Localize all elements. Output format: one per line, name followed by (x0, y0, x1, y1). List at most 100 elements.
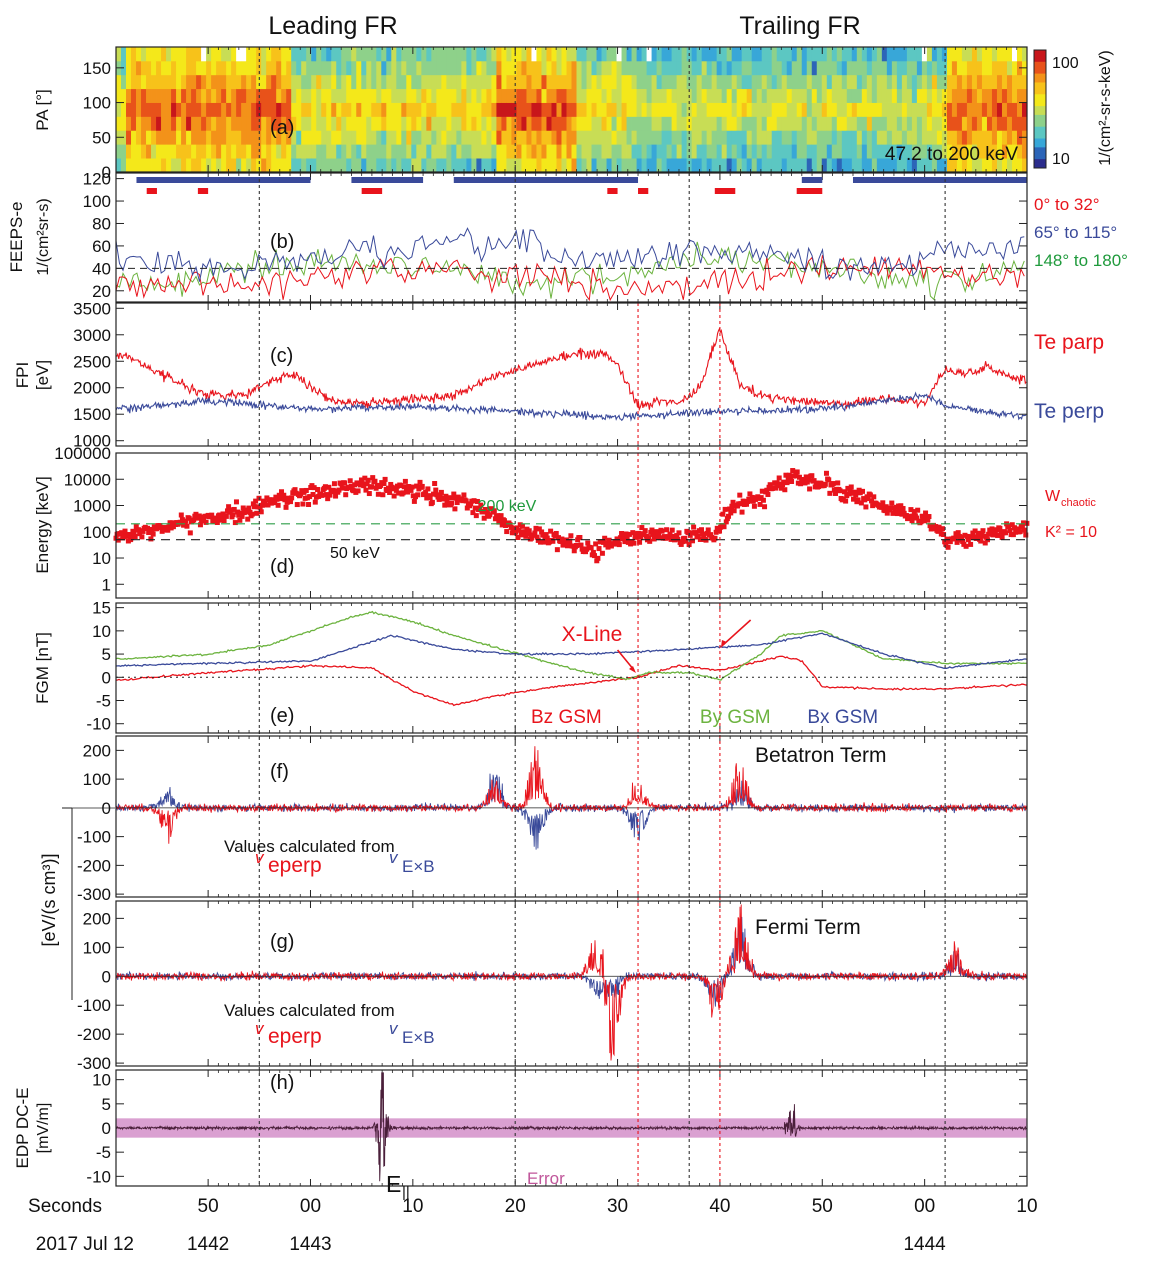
energy-point (758, 495, 764, 501)
heatmap-cell (206, 60, 212, 76)
heatmap-cell (991, 158, 998, 173)
heatmap-cell (991, 60, 998, 76)
heatmap-cell (676, 88, 683, 103)
heatmap-cell (991, 116, 998, 131)
heatmap-cell (856, 60, 863, 76)
heatmap-cell (606, 102, 612, 117)
heatmap-cell (906, 102, 913, 117)
heatmap-cell (351, 102, 357, 117)
heatmap-cell (686, 158, 693, 173)
heatmap-cell (621, 130, 627, 145)
heatmap-cell (616, 130, 622, 145)
energy-point (669, 527, 675, 533)
heatmap-cell (671, 60, 678, 76)
heatmap-cell (611, 102, 617, 117)
heatmap-cell (291, 74, 297, 90)
heatmap-cell (836, 144, 843, 159)
heatmap-cell (871, 47, 878, 62)
heatmap-cell (376, 130, 382, 145)
heatmap-cell (956, 144, 963, 159)
heatmap-cell (726, 74, 733, 90)
heatmap-cell (561, 102, 567, 117)
heatmap-cell (576, 47, 582, 62)
heatmap-cell (966, 74, 973, 90)
interval-bar-red (796, 188, 823, 194)
heatmap-cell (711, 116, 718, 131)
heatmap-cell (276, 158, 282, 173)
heatmap-cell (976, 130, 983, 145)
heatmap-cell (641, 74, 647, 90)
energy-point (705, 527, 711, 533)
heatmap-cell (196, 74, 202, 90)
energy-point (909, 518, 915, 524)
energy-point (832, 490, 838, 496)
energy-point (830, 481, 836, 487)
energy-point (218, 517, 224, 523)
colorbar-cell (1034, 97, 1046, 101)
heatmap-cell (281, 60, 287, 76)
colorbar-cell (1034, 135, 1046, 139)
heatmap-cell (1016, 144, 1023, 159)
heatmap-cell (466, 116, 472, 131)
heatmap-cell (321, 60, 327, 76)
heatmap-cell (741, 158, 748, 173)
heatmap-cell (786, 60, 793, 76)
energy-point (177, 519, 183, 525)
heatmap-cell (266, 116, 272, 131)
heatmap-cell (196, 60, 202, 76)
heatmap-cell (191, 60, 197, 76)
heatmap-cell (891, 60, 898, 76)
y-tick-label: 0 (102, 967, 111, 986)
heatmap-cell (596, 60, 602, 76)
heatmap-cell (786, 144, 793, 159)
energy-point (196, 513, 202, 519)
heatmap-cell (956, 60, 963, 76)
heatmap-cell (476, 130, 482, 145)
heatmap-cell (971, 88, 978, 103)
energy-point (915, 507, 921, 513)
heatmap-cell (361, 116, 367, 131)
energy-point (292, 487, 298, 493)
heatmap-cell (201, 116, 207, 131)
heatmap-cell (871, 60, 878, 76)
y-tick-label: 200 (83, 909, 111, 928)
heatmap-cell (1001, 130, 1008, 145)
energy-point (1009, 522, 1015, 528)
heatmap-cell (1021, 47, 1028, 62)
heatmap-cell (426, 47, 432, 62)
heatmap-cell (506, 144, 512, 159)
heatmap-cell (816, 47, 823, 62)
heatmap-cell (806, 74, 813, 90)
heatmap-cell (486, 88, 492, 103)
heatmap-cell (991, 47, 998, 62)
heatmap-cell (636, 102, 642, 117)
heatmap-cell (806, 158, 813, 173)
heatmap-cell (481, 74, 487, 90)
heatmap-cell (361, 60, 367, 76)
energy-point (578, 542, 584, 548)
heatmap-cell (716, 102, 723, 117)
heatmap-cell (351, 158, 357, 173)
heatmap-cell (811, 102, 818, 117)
heatmap-cell (221, 88, 227, 103)
panel-frame-c (115, 302, 1028, 447)
heatmap-cell (351, 47, 357, 62)
energy-point (880, 500, 886, 506)
heatmap-cell (151, 102, 157, 117)
heatmap-cell (216, 158, 222, 173)
heatmap-cell (706, 102, 713, 117)
heatmap-cell (196, 116, 202, 131)
heatmap-cell (131, 47, 137, 62)
heatmap-cell (426, 158, 432, 173)
heatmap-cell (356, 88, 362, 103)
heatmap-cell (121, 102, 127, 117)
heatmap-cell (921, 130, 928, 145)
heatmap-cell (916, 158, 923, 173)
heatmap-cell (431, 88, 437, 103)
heatmap-cell (576, 158, 582, 173)
heatmap-cell (446, 144, 452, 159)
heatmap-cell (931, 47, 938, 62)
heatmap-cell (801, 47, 808, 62)
heatmap-cell (941, 116, 948, 131)
heatmap-cell (561, 88, 567, 103)
